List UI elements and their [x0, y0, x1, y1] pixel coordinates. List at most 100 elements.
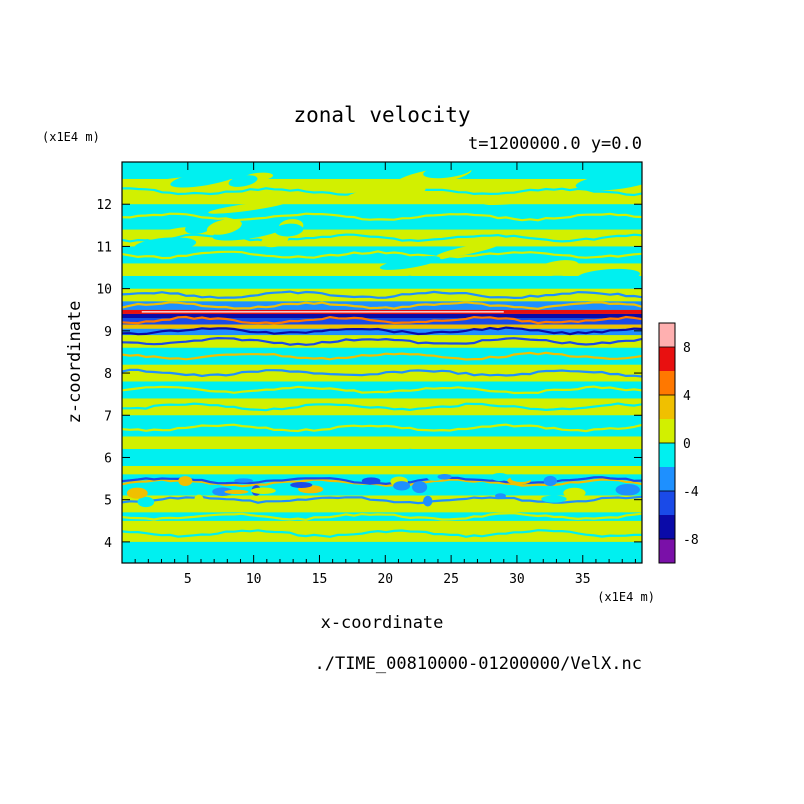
contour-streak	[122, 385, 642, 395]
contour-band	[122, 465, 642, 475]
contour-blob	[423, 495, 433, 507]
contour-blob	[576, 268, 640, 284]
colorbar-swatch	[659, 515, 675, 539]
y-tick-label: 12	[96, 198, 112, 213]
contour-blob	[170, 169, 242, 188]
contour-blob	[147, 226, 197, 240]
y-tick-label: 7	[104, 409, 112, 424]
contour-blob	[490, 472, 509, 482]
contour-blob	[137, 496, 155, 508]
contour-blob	[126, 487, 148, 499]
contour-blob	[437, 473, 452, 480]
colorbar-tick-label: 0	[683, 437, 691, 452]
contour-blob	[346, 186, 426, 201]
contour-band	[122, 246, 642, 264]
y-axis-label: z-coordinate	[65, 301, 85, 424]
contour-band	[122, 436, 642, 450]
y-tick-label: 4	[104, 536, 112, 551]
colorbar-swatch	[659, 395, 675, 419]
contour-band	[122, 347, 642, 365]
contour-blob	[206, 218, 242, 235]
colorbar-tick-label: 4	[683, 389, 691, 404]
chart-title: zonal velocity	[293, 103, 470, 127]
contour-streak	[122, 478, 642, 488]
contour-band	[122, 512, 642, 521]
contour-streak	[122, 495, 642, 505]
contour-blob	[543, 475, 558, 486]
contour-blob	[541, 495, 567, 503]
x-tick-label: 20	[377, 572, 393, 587]
y-tick-label: 8	[104, 367, 112, 382]
x-tick-label: 30	[509, 572, 525, 587]
contour-blob	[495, 493, 506, 499]
contour-band	[122, 288, 642, 302]
contour-band	[122, 495, 642, 513]
contour-streak	[122, 511, 642, 521]
contour-band	[122, 541, 642, 563]
contour-blob	[250, 487, 276, 494]
contour-band	[122, 313, 642, 319]
contour-band	[122, 381, 642, 399]
contour-blob	[412, 481, 428, 494]
contour-streak	[122, 233, 642, 243]
colorbar-swatch	[659, 323, 675, 347]
contour-blob	[274, 223, 304, 237]
colorbar-swatch	[659, 419, 675, 443]
contour-band	[122, 328, 642, 336]
contour-blob	[393, 481, 411, 491]
contour-field	[122, 162, 642, 563]
x-tick-label: 5	[184, 572, 192, 587]
contour-streak	[122, 315, 642, 325]
contour-streak	[122, 326, 642, 336]
contour-streak	[122, 336, 642, 346]
contour-blob	[423, 164, 472, 179]
colorbar-swatch	[659, 539, 675, 563]
contour-streak	[122, 301, 642, 310]
x-unit-label: (x1E4 m)	[597, 590, 655, 604]
contour-blob	[134, 237, 197, 253]
contour-streak	[122, 423, 642, 433]
contour-streak	[122, 275, 642, 285]
colorbar-swatch	[659, 371, 675, 395]
contour-blob	[228, 175, 258, 187]
colorbar-swatch	[659, 347, 675, 371]
contour-blob	[575, 172, 642, 191]
contour-blob	[379, 256, 441, 270]
contour-blob	[536, 260, 579, 275]
contour-blob	[208, 200, 288, 214]
colorbar-tick-label: -4	[683, 485, 699, 500]
y-tick-label: 5	[104, 494, 112, 509]
contour-blob	[290, 481, 313, 489]
contour-blob	[615, 483, 640, 496]
contour-blob	[212, 487, 233, 497]
colorbar-ticks: 8 4 0 -4 -8	[659, 341, 699, 548]
contour-streak	[122, 402, 642, 412]
colorbar-swatch	[659, 491, 675, 515]
x-tick-label: 15	[312, 572, 328, 587]
contour-streak	[122, 351, 642, 361]
file-path-label: ./TIME_00810000-01200000/VelX.nc	[314, 654, 642, 674]
contour-blob	[234, 478, 253, 483]
y-tick-label: 9	[104, 325, 112, 340]
contour-band	[122, 301, 642, 310]
contour-streak	[122, 212, 642, 222]
x-tick-label: 25	[443, 572, 459, 587]
y-axis-ticks: 4 5 6 7 8 9 10 11 12	[96, 198, 642, 551]
colorbar-tick-label: 8	[683, 341, 691, 356]
contour-blob	[194, 494, 204, 503]
colorbar	[659, 323, 675, 563]
y-unit-label: (x1E4 m)	[42, 130, 100, 144]
chart-subtitle: t=1200000.0 y=0.0	[468, 134, 642, 154]
x-tick-label: 10	[246, 572, 262, 587]
contour-blob	[212, 221, 288, 241]
contour-band	[122, 263, 642, 276]
y-tick-label: 6	[104, 451, 112, 466]
y-tick-label: 11	[96, 240, 112, 255]
colorbar-tick-label: -8	[683, 533, 699, 548]
contour-blob	[510, 474, 532, 483]
x-axis-ticks: 5 10 15 20 25 30 35	[134, 162, 636, 587]
y-tick-label: 10	[96, 283, 112, 298]
contour-blob	[361, 477, 381, 485]
contour-streak	[122, 290, 642, 300]
